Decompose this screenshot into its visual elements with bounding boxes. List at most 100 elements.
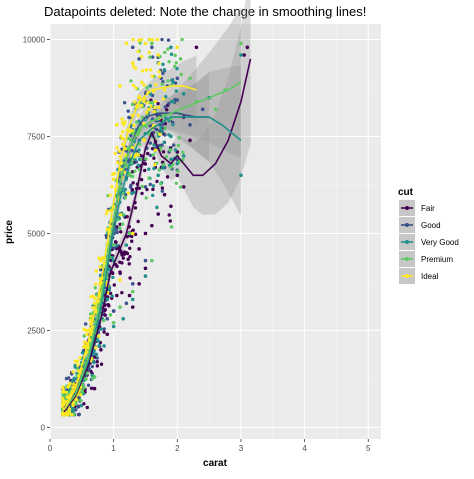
data-point [64,376,69,381]
data-point [115,123,119,127]
data-point [172,143,176,147]
data-point [162,140,166,145]
data-point [239,173,243,178]
data-point [92,386,97,391]
data-point [152,143,156,147]
data-point [160,186,165,190]
data-point [145,187,149,192]
data-point [132,123,136,128]
data-point [61,411,65,415]
data-point [111,320,116,325]
data-point [152,110,156,114]
data-point [177,136,182,140]
data-point [80,351,85,355]
data-point [164,94,168,99]
data-point [134,120,139,124]
data-point [158,74,162,79]
data-point [175,66,179,71]
data-point [105,332,110,337]
data-point [161,62,165,67]
data-point [129,174,134,178]
data-point [134,160,138,164]
data-point [156,53,161,57]
y-tick-label: 0 [41,423,46,432]
data-point [76,363,80,367]
data-point [163,50,167,55]
data-point [87,367,91,371]
data-point [137,96,142,100]
data-point [131,64,136,68]
data-point [153,82,158,87]
y-tick-label: 10000 [23,36,46,45]
data-point [67,407,72,411]
data-point [168,219,172,223]
data-point [165,175,170,179]
data-point [178,57,183,61]
data-point [94,352,99,357]
data-point [61,390,65,394]
data-point [164,155,169,159]
data-point [161,97,166,101]
data-point [134,86,138,90]
data-point [84,356,88,361]
data-point [146,151,150,156]
data-point [118,213,123,217]
data-point [120,121,125,125]
data-point [85,332,89,337]
data-point [118,84,122,88]
data-point [159,125,163,130]
data-point [163,126,167,130]
data-point [61,388,65,392]
data-point [142,138,146,143]
data-point [160,37,164,42]
y-axis-label: price [4,220,15,244]
data-point [166,38,171,42]
data-point [101,318,106,323]
data-point [245,45,250,50]
data-point [73,359,78,364]
data-point [82,402,86,406]
data-point [175,161,180,166]
data-point [124,243,129,247]
data-point [150,74,154,79]
data-point [131,37,135,42]
data-point [115,293,119,298]
data-point [161,150,166,154]
data-point [160,82,164,86]
data-point [161,71,165,76]
data-point [117,149,122,153]
data-point [137,57,141,61]
data-point [169,165,173,170]
data-point [181,157,185,162]
data-point [110,184,114,189]
data-point [62,400,67,404]
data-point [136,163,141,168]
data-point [157,168,161,172]
data-point [169,157,173,162]
data-point [85,405,89,410]
data-point [133,206,138,210]
data-point [137,148,141,152]
data-point [156,101,160,106]
data-point [163,105,168,109]
data-point [112,246,117,250]
data-point [181,154,186,158]
confidence-band [64,6,241,416]
data-point [175,45,180,50]
data-point [126,191,131,195]
data-point [125,163,129,168]
x-axis-label: carat [203,458,228,469]
data-point [145,85,149,90]
data-point [150,101,155,105]
data-point [102,327,106,331]
data-point [174,61,179,65]
data-point [119,251,124,255]
data-point [111,309,116,313]
data-point [148,153,153,158]
legend: cut Fair Good Very Good Premium Ideal [398,187,459,284]
data-point [153,105,157,110]
data-point [131,83,136,88]
data-point [130,305,135,309]
data-point [175,76,180,81]
data-point [179,72,183,77]
